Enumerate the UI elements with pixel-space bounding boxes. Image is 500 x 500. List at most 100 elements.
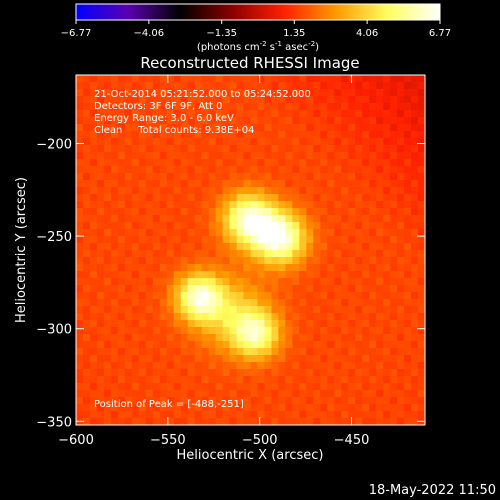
heatmap-cell	[173, 278, 182, 286]
heatmap-cell	[355, 236, 363, 244]
heatmap-cell	[229, 404, 237, 412]
heatmap-cell	[222, 418, 230, 425]
heatmap-cell	[341, 313, 349, 321]
heatmap-cell	[341, 320, 349, 328]
heatmap-cell	[313, 82, 321, 90]
heatmap-cell	[215, 187, 223, 195]
heatmap-cell	[222, 243, 230, 251]
heatmap-cell	[166, 376, 175, 384]
heatmap-cell	[194, 376, 203, 384]
heatmap-cell	[362, 292, 370, 300]
heatmap-cell	[362, 383, 370, 391]
heatmap-cell	[89, 152, 98, 160]
heatmap-cell	[306, 159, 314, 167]
heatmap-cell	[180, 215, 189, 223]
heatmap-cell	[194, 201, 203, 209]
heatmap-cell	[180, 89, 189, 97]
heatmap-cell	[110, 257, 119, 265]
heatmap-cell	[229, 194, 237, 202]
heatmap-cell	[194, 348, 203, 356]
heatmap-cell	[313, 327, 321, 335]
heatmap-cell	[215, 257, 223, 265]
heatmap-cell	[124, 355, 133, 363]
heatmap-cell	[208, 292, 216, 300]
heatmap-cell	[215, 201, 223, 209]
heatmap-cell	[327, 376, 335, 384]
heatmap-cell	[404, 145, 412, 153]
heatmap-cell	[117, 187, 126, 195]
heatmap-cell	[180, 138, 189, 146]
heatmap-cell	[397, 180, 405, 188]
heatmap-cell	[117, 397, 126, 405]
heatmap-cell	[76, 89, 84, 97]
heatmap-cell	[376, 292, 384, 300]
heatmap-cell	[278, 152, 286, 160]
heatmap-cell	[271, 138, 279, 146]
heatmap-cell	[397, 411, 405, 419]
heatmap-cell	[320, 418, 328, 425]
heatmap-cell	[348, 215, 356, 223]
heatmap-cell	[285, 89, 293, 97]
heatmap-cell	[103, 82, 112, 90]
heatmap-cell	[257, 131, 265, 139]
heatmap-cell	[124, 418, 133, 425]
heatmap-cell	[390, 264, 398, 272]
heatmap-cell	[103, 145, 112, 153]
heatmap-cell	[187, 271, 196, 279]
heatmap-cell	[110, 390, 119, 398]
heatmap-cell	[76, 166, 84, 174]
heatmap-cell	[418, 390, 425, 398]
heatmap-cell	[222, 201, 230, 209]
heatmap-cell	[152, 390, 161, 398]
heatmap-cell	[138, 327, 147, 335]
heatmap-cell	[215, 138, 223, 146]
heatmap-cell	[96, 187, 105, 195]
heatmap-cell	[138, 82, 147, 90]
heatmap-cell	[299, 187, 307, 195]
heatmap-cell	[89, 229, 98, 237]
heatmap-cell	[404, 236, 412, 244]
heatmap-cell	[76, 257, 84, 265]
heatmap-cell	[103, 194, 112, 202]
heatmap-cell	[243, 355, 251, 363]
heatmap-cell	[236, 187, 244, 195]
heatmap-cell	[285, 201, 293, 209]
heatmap-cell	[369, 320, 377, 328]
heatmap-cell	[124, 348, 133, 356]
heatmap-cell	[404, 180, 412, 188]
heatmap-cell	[229, 264, 237, 272]
heatmap-cell	[278, 376, 286, 384]
heatmap-cell	[390, 411, 398, 419]
heatmap-cell	[229, 327, 237, 335]
heatmap-cell	[236, 124, 244, 132]
heatmap-cell	[292, 404, 300, 412]
heatmap-cell	[166, 110, 175, 118]
heatmap-cell	[131, 271, 140, 279]
heatmap-cell	[404, 369, 412, 377]
heatmap-cell	[250, 250, 258, 258]
heatmap-cell	[411, 208, 419, 216]
heatmap-cell	[250, 236, 258, 244]
heatmap-cell	[362, 313, 370, 321]
heatmap-cell	[334, 327, 342, 335]
heatmap-cell	[152, 278, 161, 286]
heatmap-cell	[306, 117, 314, 125]
heatmap-cell	[306, 418, 314, 425]
heatmap-cell	[82, 222, 91, 230]
heatmap-cell	[404, 250, 412, 258]
heatmap-cell	[292, 285, 300, 293]
heatmap-cell	[201, 355, 210, 363]
heatmap-cell	[292, 362, 300, 370]
heatmap-cell	[397, 348, 405, 356]
heatmap-cell	[285, 278, 293, 286]
heatmap-cell	[376, 418, 384, 425]
heatmap-cell	[411, 194, 419, 202]
heatmap-cell	[418, 341, 425, 349]
heatmap-cell	[173, 138, 182, 146]
heatmap-cell	[159, 271, 168, 279]
heatmap-cell	[194, 250, 203, 258]
heatmap-cell	[250, 103, 258, 111]
heatmap-cell	[411, 299, 419, 307]
heatmap-cell	[117, 201, 126, 209]
heatmap-cell	[250, 334, 258, 342]
